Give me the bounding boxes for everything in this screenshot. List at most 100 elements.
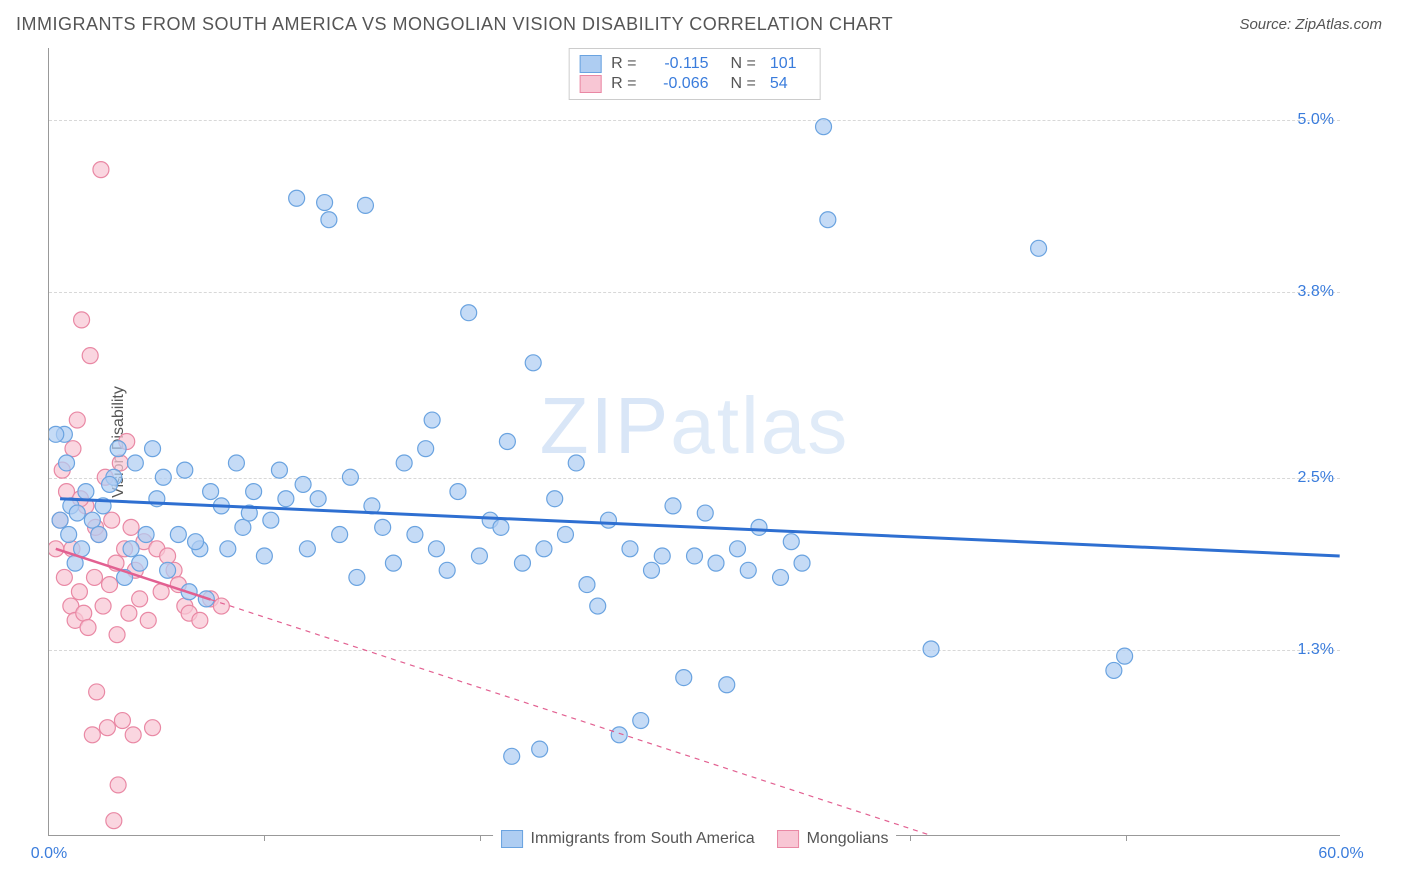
point-blue (514, 555, 530, 571)
point-pink (153, 584, 169, 600)
point-blue (665, 498, 681, 514)
chart-title: IMMIGRANTS FROM SOUTH AMERICA VS MONGOLI… (16, 14, 893, 35)
point-pink (65, 441, 81, 457)
point-blue (740, 562, 756, 578)
trend-line (60, 499, 1340, 556)
plot-area: Vision Disability ZIPatlas 1.3%2.5%3.8%5… (48, 48, 1340, 836)
point-blue (84, 512, 100, 528)
point-pink (125, 727, 141, 743)
point-blue (349, 569, 365, 585)
x-tick-mark (1126, 835, 1127, 841)
gridline (49, 478, 1340, 479)
x-tick-mark (480, 835, 481, 841)
point-blue (321, 212, 337, 228)
point-blue (1106, 662, 1122, 678)
point-pink (95, 598, 111, 614)
point-pink (110, 777, 126, 793)
point-blue (364, 498, 380, 514)
y-tick-label: 5.0% (1298, 111, 1334, 129)
swatch-pink (579, 75, 601, 93)
point-blue (536, 541, 552, 557)
point-blue (203, 484, 219, 500)
point-blue (590, 598, 606, 614)
point-blue (708, 555, 724, 571)
point-blue (78, 484, 94, 500)
point-blue (622, 541, 638, 557)
swatch-pink-icon (777, 830, 799, 848)
point-blue (816, 119, 832, 135)
swatch-blue-icon (501, 830, 523, 848)
point-blue (547, 491, 563, 507)
point-pink (54, 462, 70, 478)
point-pink (114, 713, 130, 729)
gridline (49, 650, 1340, 651)
point-blue (418, 441, 434, 457)
point-blue (160, 562, 176, 578)
point-blue (654, 548, 670, 564)
point-blue (95, 498, 111, 514)
point-blue (177, 462, 193, 478)
point-blue (504, 748, 520, 764)
point-pink (192, 612, 208, 628)
point-blue (49, 426, 64, 442)
point-pink (170, 577, 186, 593)
point-blue (69, 505, 85, 521)
point-pink (102, 577, 118, 593)
point-blue (123, 541, 139, 557)
point-blue (188, 534, 204, 550)
point-blue (145, 441, 161, 457)
point-blue (633, 713, 649, 729)
point-blue (192, 541, 208, 557)
point-blue (450, 484, 466, 500)
point-pink (88, 519, 104, 535)
legend-row-pink: R =-0.066 N =54 (579, 75, 810, 93)
point-blue (751, 519, 767, 535)
point-pink (145, 720, 161, 736)
point-blue (407, 527, 423, 543)
point-pink (73, 491, 89, 507)
point-pink (117, 541, 133, 557)
point-pink (67, 612, 83, 628)
point-pink (166, 562, 182, 578)
point-blue (59, 455, 75, 471)
gridline (49, 292, 1340, 293)
point-pink (121, 605, 137, 621)
point-pink (69, 412, 85, 428)
point-pink (86, 569, 102, 585)
point-blue (263, 512, 279, 528)
point-pink (74, 312, 90, 328)
point-blue (676, 670, 692, 686)
x-tick-label: 0.0% (31, 845, 67, 863)
point-pink (181, 605, 197, 621)
point-pink (104, 512, 120, 528)
point-blue (132, 555, 148, 571)
point-blue (493, 519, 509, 535)
point-blue (63, 498, 79, 514)
watermark: ZIPatlas (540, 380, 849, 472)
point-pink (82, 348, 98, 364)
legend-row-blue: R =-0.115 N =101 (579, 55, 810, 73)
x-tick-mark (264, 835, 265, 841)
source-attribution: Source: ZipAtlas.com (1239, 16, 1382, 33)
point-blue (396, 455, 412, 471)
point-pink (64, 541, 80, 557)
point-blue (697, 505, 713, 521)
point-blue (439, 562, 455, 578)
point-pink (106, 813, 122, 829)
point-pink (127, 562, 143, 578)
y-tick-label: 1.3% (1298, 641, 1334, 659)
point-blue (295, 476, 311, 492)
point-pink (136, 534, 152, 550)
point-pink (78, 498, 94, 514)
point-pink (213, 598, 229, 614)
point-blue (424, 412, 440, 428)
point-pink (203, 591, 219, 607)
point-blue (213, 498, 229, 514)
point-pink (160, 548, 176, 564)
point-blue (278, 491, 294, 507)
trend-line-dashed (211, 600, 1017, 835)
point-blue (471, 548, 487, 564)
point-pink (56, 569, 72, 585)
point-blue (643, 562, 659, 578)
point-blue (127, 455, 143, 471)
